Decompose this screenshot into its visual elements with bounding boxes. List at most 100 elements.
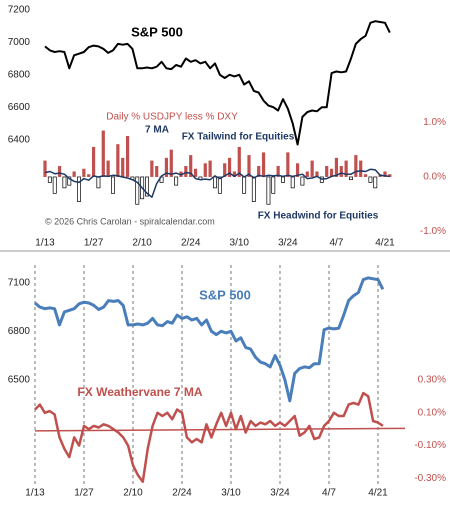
bar xyxy=(111,176,115,194)
bar xyxy=(242,176,247,194)
bar xyxy=(344,160,348,177)
x-tick-label: 3/10 xyxy=(221,488,241,499)
annotation: FX Headwind for Equities xyxy=(258,211,379,222)
x-tick-label: 2/24 xyxy=(181,238,201,249)
x-tick-label: 4/21 xyxy=(368,488,388,499)
bar xyxy=(150,160,154,177)
bar xyxy=(189,155,193,177)
bar xyxy=(116,144,120,177)
bar xyxy=(121,157,125,177)
annotation: © 2026 Chris Carolan - spiralcalendar.co… xyxy=(45,216,215,226)
x-tick-label: 4/7 xyxy=(322,488,336,499)
bar xyxy=(135,176,140,205)
y-tick-label: 7200 xyxy=(8,5,31,16)
bar xyxy=(247,155,251,177)
bar xyxy=(295,163,300,177)
line-series xyxy=(44,20,391,146)
annotation: FX Tailwind for Equities xyxy=(182,132,295,143)
bar xyxy=(310,160,314,177)
bar xyxy=(334,157,339,177)
bar xyxy=(232,171,237,177)
bar xyxy=(237,146,241,177)
x-tick-label: 1/13 xyxy=(35,238,55,249)
y-tick-label: 7100 xyxy=(8,277,31,288)
bar xyxy=(383,171,387,177)
bar xyxy=(52,176,57,194)
x-tick-label: 2/10 xyxy=(132,238,152,249)
x-tick-label: 2/24 xyxy=(172,488,192,499)
bar xyxy=(271,176,276,194)
bar xyxy=(169,149,173,177)
x-tick-label: 3/24 xyxy=(278,238,298,249)
bar xyxy=(286,152,290,177)
bar xyxy=(193,168,198,177)
line-series xyxy=(44,168,390,198)
bar xyxy=(373,176,378,189)
bar xyxy=(43,160,47,177)
series-label: S&P 500 xyxy=(199,287,251,302)
bar xyxy=(91,146,96,177)
bar xyxy=(325,166,329,177)
bar xyxy=(72,171,76,177)
x-tick-label: 2/10 xyxy=(123,488,143,499)
bar xyxy=(155,166,159,177)
bar xyxy=(363,174,368,177)
line-series xyxy=(34,276,385,403)
series-label: FX Weathervane 7 MA xyxy=(77,385,202,399)
bar xyxy=(145,176,149,197)
x-tick-label: 3/10 xyxy=(230,238,250,249)
y2-tick-label: -0.10% xyxy=(414,440,446,451)
series-label: Daily % USDJPY less % DXY xyxy=(106,112,238,123)
y-tick-label: 6400 xyxy=(8,134,31,145)
y2-tick-label: 0.0% xyxy=(423,172,446,183)
bar xyxy=(329,168,334,177)
bar xyxy=(281,176,285,183)
reference-line xyxy=(34,427,406,432)
y-tick-label: 7000 xyxy=(8,37,31,48)
bar xyxy=(101,130,105,177)
x-tick-label: 1/27 xyxy=(74,488,94,499)
bar xyxy=(315,171,319,177)
y2-tick-label: -1.0% xyxy=(420,226,446,237)
bar xyxy=(251,176,256,202)
bar xyxy=(276,166,280,177)
bar xyxy=(349,176,353,181)
bar xyxy=(354,155,358,177)
y2-tick-label: 0.10% xyxy=(418,407,446,418)
series-label: 7 MA xyxy=(145,125,169,136)
y2-tick-label: 0.30% xyxy=(418,375,446,386)
bar xyxy=(257,166,261,177)
y-tick-label: 6500 xyxy=(8,374,31,385)
bar xyxy=(339,166,343,177)
bar xyxy=(87,174,91,177)
bar xyxy=(208,160,212,177)
bar xyxy=(82,168,86,177)
bar xyxy=(106,160,110,177)
bar xyxy=(290,176,295,189)
y-tick-label: 6800 xyxy=(8,69,31,80)
x-tick-label: 3/24 xyxy=(270,488,290,499)
line-series xyxy=(34,391,384,483)
y-tick-label: 6800 xyxy=(8,326,31,337)
y2-tick-label: 1.0% xyxy=(423,117,446,128)
x-tick-label: 1/27 xyxy=(84,238,104,249)
bar xyxy=(300,176,305,186)
bar xyxy=(213,176,217,189)
bar xyxy=(67,176,72,186)
series-label: S&P 500 xyxy=(131,24,183,39)
bar xyxy=(266,176,271,205)
bar xyxy=(217,176,222,194)
x-tick-label: 4/7 xyxy=(329,238,343,249)
x-tick-label: 1/13 xyxy=(25,488,45,499)
bar xyxy=(203,163,207,177)
bar xyxy=(96,176,101,189)
bar xyxy=(305,171,309,177)
bar xyxy=(223,163,227,177)
bar xyxy=(388,174,392,177)
y-tick-label: 6600 xyxy=(8,102,31,113)
bar xyxy=(174,176,179,186)
bar xyxy=(62,176,67,189)
bar xyxy=(57,166,62,177)
